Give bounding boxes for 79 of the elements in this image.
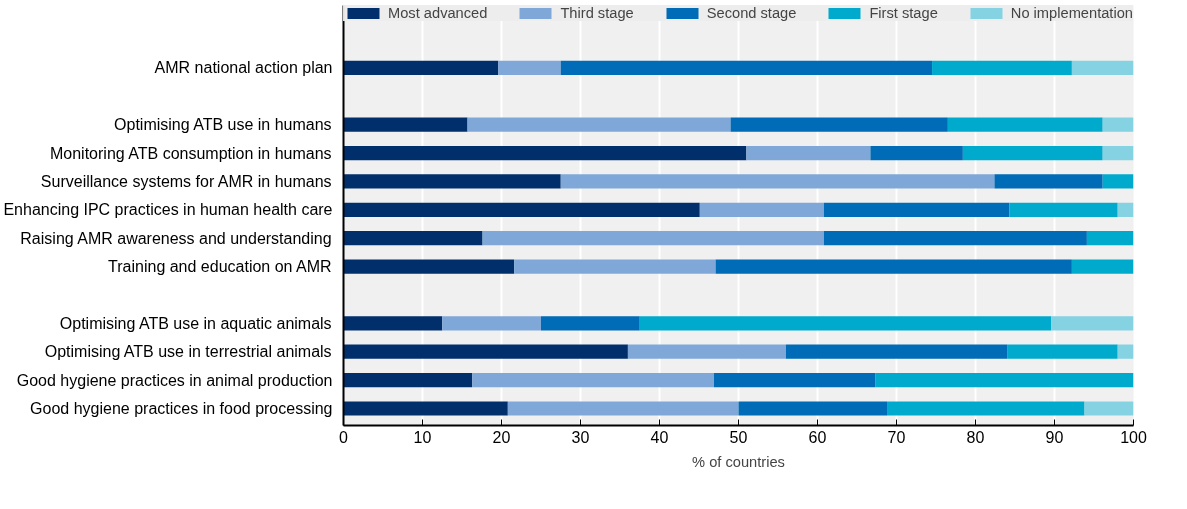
bar — [1102, 174, 1134, 189]
bar — [1009, 202, 1118, 217]
bar — [962, 145, 1103, 161]
x-tick-label: 20 — [492, 428, 511, 446]
x-tick-label: 70 — [887, 428, 906, 446]
y-tick-label: Good hygiene practices in food processing — [30, 399, 333, 417]
x-axis-title: % of countries — [692, 453, 785, 470]
x-tick-label: 80 — [966, 428, 985, 446]
bar — [560, 174, 995, 189]
x-tick-label: 50 — [729, 428, 748, 446]
bar — [343, 174, 561, 189]
x-tick-label: 10 — [413, 428, 432, 446]
y-tick-label: Surveillance systems for AMR in humans — [40, 172, 332, 190]
bar — [823, 202, 1010, 217]
bar — [699, 202, 824, 217]
x-tick-label: 40 — [650, 428, 669, 446]
x-tick-label: 90 — [1045, 428, 1064, 446]
x-tick-label: 0 — [339, 428, 349, 446]
y-tick-label: Training and education on AMR — [108, 258, 332, 276]
bar — [715, 259, 1072, 274]
bar — [875, 373, 1134, 388]
bar — [1051, 316, 1134, 331]
bar — [1007, 344, 1118, 359]
bar — [343, 145, 747, 161]
legend-label: Most advanced — [388, 5, 488, 21]
bar — [482, 231, 824, 246]
bar — [785, 344, 1008, 359]
bar — [541, 316, 640, 331]
bar — [1102, 117, 1134, 132]
bar — [730, 117, 948, 132]
bar — [1084, 401, 1134, 416]
bar — [994, 174, 1103, 189]
bar — [343, 344, 628, 359]
y-tick-label: Raising AMR awareness and understanding — [20, 229, 332, 247]
bar — [467, 117, 731, 132]
y-tick-label: Monitoring ATB consumption in humans — [49, 144, 332, 162]
bar — [442, 316, 541, 331]
bar — [1102, 145, 1134, 161]
bar — [343, 231, 483, 246]
legend-label: First stage — [869, 5, 938, 21]
bar — [343, 316, 443, 331]
bar — [1071, 60, 1134, 76]
bar — [1117, 202, 1134, 217]
bar — [343, 373, 473, 388]
y-tick-label: Good hygiene practices in animal production — [16, 371, 333, 389]
y-tick-label: Optimising ATB use in aquatic animals — [59, 314, 332, 332]
bar — [498, 60, 561, 76]
bar — [870, 145, 963, 161]
bar — [343, 117, 468, 132]
bar — [932, 60, 1072, 76]
y-tick-label: Optimising ATB use in humans — [114, 116, 332, 134]
x-tick-label: 60 — [808, 428, 827, 446]
bar — [472, 373, 715, 388]
bar — [343, 60, 499, 76]
bar — [343, 259, 515, 274]
bar — [823, 231, 1087, 246]
bar — [627, 344, 786, 359]
y-tick-label: AMR national action plan — [154, 59, 333, 77]
bar — [560, 60, 933, 76]
bar — [887, 401, 1085, 416]
legend-label: Third stage — [560, 5, 634, 21]
y-tick-label: Optimising ATB use in terrestrial animals — [44, 343, 332, 361]
bar — [343, 401, 508, 416]
bar — [1117, 344, 1134, 359]
bar — [1086, 231, 1134, 246]
legend-label: No implementation — [1010, 5, 1133, 21]
bar — [1071, 259, 1134, 274]
bar — [947, 117, 1103, 132]
bar — [343, 202, 700, 217]
bar — [507, 401, 739, 416]
x-tick-label: 100 — [1120, 428, 1147, 446]
y-tick-label: Enhancing IPC practices in human health care — [3, 201, 333, 219]
bar — [746, 145, 871, 161]
x-tick-label: 30 — [571, 428, 590, 446]
bar — [639, 316, 1052, 331]
legend-label: Second stage — [706, 5, 797, 21]
bar — [738, 401, 888, 416]
bar — [514, 259, 716, 274]
bar — [714, 373, 876, 388]
